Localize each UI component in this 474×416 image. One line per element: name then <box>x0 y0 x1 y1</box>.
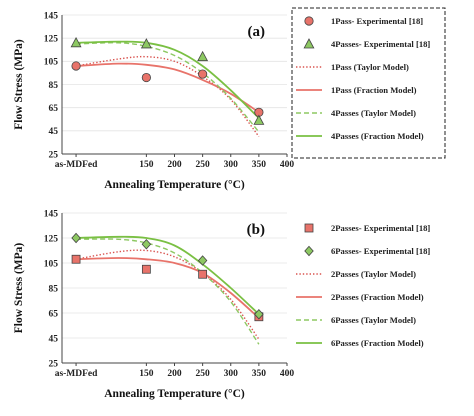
legend-symbol <box>304 245 314 257</box>
x-tick-label: 300 <box>224 160 239 170</box>
legend-item: 4Passes- Experimental [18] <box>303 38 430 49</box>
data-point <box>253 114 265 125</box>
x-tick-label: 250 <box>196 160 211 170</box>
panel-label: (b) <box>247 222 265 238</box>
y-tick-label: 105 <box>44 259 59 269</box>
x-tick-label: 150 <box>139 160 154 170</box>
x-tick-label: 400 <box>280 369 295 379</box>
legend-item: 2Passes (Fraction Model) <box>296 292 424 302</box>
x-axis-label: Annealing Temperature (°C) <box>104 388 245 400</box>
legend-symbol <box>304 16 314 26</box>
legend-symbol <box>303 38 315 49</box>
legend-label: 6Passes (Fraction Model) <box>331 338 424 348</box>
legend: 2Passes- Experimental [18] 6Passes- Exper… <box>296 223 430 348</box>
series-line-5 <box>76 238 260 345</box>
legend-item: 4Passes (Taylor Model) <box>296 108 416 118</box>
legend-item: 6Passes- Experimental [18] <box>304 245 430 257</box>
data-point <box>197 255 208 266</box>
data-point <box>198 269 208 279</box>
data-point <box>141 239 152 250</box>
data-point <box>70 36 82 48</box>
legend-label: 2Passes- Experimental [18] <box>331 223 430 233</box>
legend-label: 1Pass- Experimental [18] <box>331 16 423 26</box>
legend-label: 1Pass (Taylor Model) <box>331 62 409 72</box>
y-tick-label: 145 <box>44 209 59 219</box>
legend-symbol <box>304 223 314 233</box>
data-point <box>141 264 151 274</box>
x-tick-label: 200 <box>167 369 182 379</box>
legend-label: 6Passes (Taylor Model) <box>331 315 416 325</box>
legend-item: 4Passes (Fraction Model) <box>296 131 424 141</box>
y-tick-label: 145 <box>44 11 59 21</box>
series-line-4 <box>76 257 260 319</box>
y-tick-label: 65 <box>49 104 59 114</box>
chart-panel-2: 25 45 65 85 105 125 145 as-MDFed 150 200 250 300 350… <box>13 209 430 400</box>
series-line-6 <box>76 40 260 119</box>
series-line-3 <box>75 249 260 340</box>
x-tick-label: 400 <box>280 160 295 170</box>
legend-item: 2Passes- Experimental [18] <box>304 223 430 233</box>
legend-label: 2Passes (Taylor Model) <box>331 269 416 279</box>
legend-item: 6Passes (Taylor Model) <box>296 315 416 325</box>
data-point <box>254 309 264 320</box>
legend-border <box>291 7 446 159</box>
x-axis-label: Annealing Temperature (°C) <box>104 179 245 191</box>
y-tick-label: 85 <box>49 284 59 294</box>
data-point <box>140 38 152 49</box>
series-line-5 <box>76 42 260 133</box>
data-point <box>197 50 209 62</box>
x-tick-label: 200 <box>167 160 182 170</box>
x-tick-label: 150 <box>139 369 154 379</box>
x-tick-label: 350 <box>252 160 267 170</box>
y-tick-label: 45 <box>49 127 59 137</box>
legend-label: 2Passes (Fraction Model) <box>331 292 424 302</box>
series-line-6 <box>76 235 260 315</box>
x-tick-label: 300 <box>224 369 239 379</box>
legend-label: 6Passes- Experimental [18] <box>331 246 430 256</box>
data-point <box>198 69 208 79</box>
y-axis-label: Flow Stress (MPa) <box>13 243 25 334</box>
y-tick-label: 125 <box>44 234 59 244</box>
data-point <box>71 61 81 71</box>
legend-label: 4Passes- Experimental [18] <box>331 39 430 49</box>
legend-item: 1Pass (Fraction Model) <box>296 85 417 95</box>
series-line-4 <box>76 62 260 114</box>
data-point <box>141 72 151 83</box>
chart-panel-1: 25 45 65 85 105 125 145 as-MDFed 150 200 250 300 350… <box>13 7 446 191</box>
x-tick-label: as-MDFed <box>55 160 98 170</box>
x-tick-label: 350 <box>252 369 267 379</box>
legend: 1Pass- Experimental [18] 4Passes- Experim… <box>291 7 446 159</box>
x-tick-label: as-MDFed <box>55 369 98 379</box>
y-tick-label: 105 <box>44 58 59 68</box>
data-point <box>71 232 81 244</box>
legend-item: 2Passes (Taylor Model) <box>296 269 416 279</box>
y-tick-label: 25 <box>49 150 59 160</box>
series-line-3 <box>75 55 260 138</box>
data-point <box>71 254 81 264</box>
y-tick-label: 45 <box>49 334 59 344</box>
legend-label: 4Passes (Taylor Model) <box>331 108 416 118</box>
y-axis-label: Flow Stress (MPa) <box>13 39 25 130</box>
legend-label: 4Passes (Fraction Model) <box>331 131 424 141</box>
y-tick-label: 65 <box>49 309 59 319</box>
y-tick-label: 125 <box>44 34 59 44</box>
legend-label: 1Pass (Fraction Model) <box>331 85 417 95</box>
y-tick-label: 25 <box>49 359 59 369</box>
y-tick-label: 85 <box>49 81 59 91</box>
x-tick-label: 250 <box>196 369 211 379</box>
legend-item: 1Pass (Taylor Model) <box>296 62 409 72</box>
legend-item: 6Passes (Fraction Model) <box>296 338 424 348</box>
legend-item: 1Pass- Experimental [18] <box>304 16 423 26</box>
panel-label: (a) <box>248 24 266 40</box>
